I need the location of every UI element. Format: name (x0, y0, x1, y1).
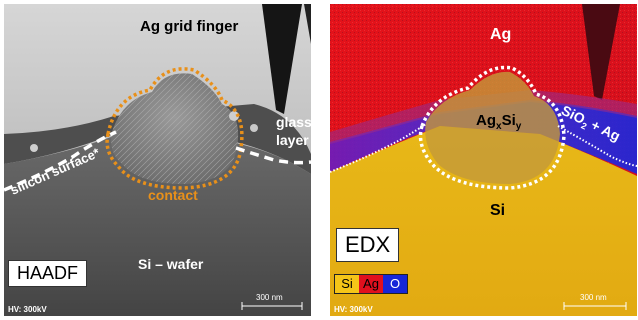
element-legend: Si Ag O (334, 274, 408, 294)
edx-hv-readout: HV: 300kV (334, 305, 373, 314)
edx-map-image (330, 4, 637, 316)
legend-ag: Ag (359, 275, 383, 293)
haadf-title-box: HAADF (8, 260, 88, 287)
agxsiy-base1: Ag (476, 112, 496, 129)
glass-layer-label-line2: layer (276, 132, 309, 148)
glass-layer-label-line1: glass (276, 114, 311, 130)
si-label: Si (490, 202, 506, 219)
haadf-hv-readout: HV: 300kV (8, 305, 47, 314)
edx-title-box: EDX (336, 228, 400, 262)
si-wafer-label: Si – wafer (138, 256, 204, 272)
agxsiy-label: AgxSiy (476, 112, 521, 132)
ag-label: Ag (490, 26, 512, 43)
legend-si: Si (335, 275, 359, 293)
haadf-scale-label: 300 nm (256, 293, 283, 302)
ag-grid-finger-label: Ag grid finger (140, 18, 239, 35)
agxsiy-sub1: x (496, 121, 502, 132)
agxsiy-sub2: y (515, 121, 522, 132)
agxsiy-base2: Si (501, 112, 516, 129)
edx-panel: Ag AgxSiy SiO2 + Ag Si EDX Si Ag O HV: 3… (330, 4, 637, 316)
contact-label: contact (148, 187, 198, 203)
legend-o: O (383, 275, 407, 293)
edx-scale-label: 300 nm (580, 293, 607, 302)
haadf-panel: Ag grid finger glass layer silicon surfa… (4, 4, 311, 316)
